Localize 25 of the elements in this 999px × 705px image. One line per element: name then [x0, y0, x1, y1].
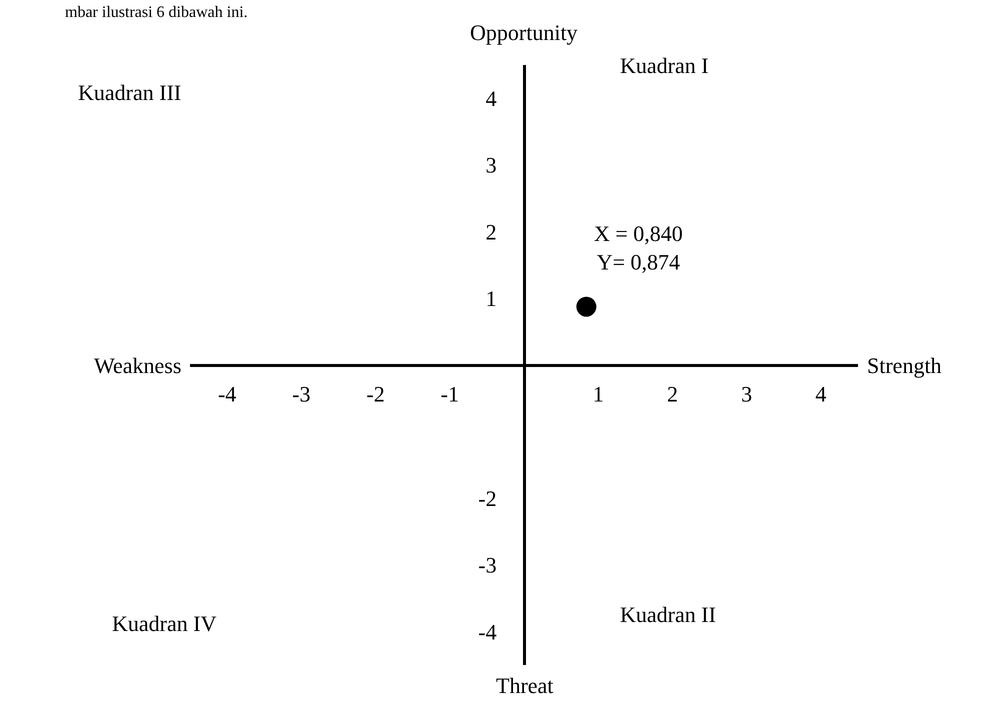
y-tick-label: -4 [478, 619, 497, 644]
annotation: Kuadran IV [112, 611, 217, 636]
y-tick-label: -3 [478, 552, 497, 578]
y-tick-label: 3 [486, 152, 497, 178]
x-tick-label: -4 [218, 381, 236, 406]
annotation: Kuadran II [620, 602, 716, 627]
text: Threat [496, 673, 554, 698]
text: Kuadran III [78, 80, 182, 105]
x-tick-label: 2 [666, 381, 678, 406]
annotation: X = 0,840 Y= 0,874 [594, 221, 683, 275]
y-tick-label: -2 [478, 486, 497, 512]
y-axis-title: Opportunity [470, 20, 578, 45]
x-axis-title: Strength [867, 353, 942, 378]
x-tick-label: -3 [292, 381, 310, 406]
text: Weakness [94, 353, 182, 378]
x-tick-label: -2 [366, 381, 385, 406]
y-tick-label: 2 [486, 219, 497, 244]
x-tick-label: 3 [741, 381, 752, 406]
y-tick-label: 4 [486, 86, 497, 112]
x-tick-label: 1 [592, 381, 604, 406]
x-tick-label: 4 [815, 381, 826, 406]
x-tick-label: -1 [440, 381, 459, 406]
annotation: Kuadran I [620, 53, 709, 78]
y-tick-label: 1 [486, 286, 497, 312]
text: mbar ilustrasi 6 dibawah ini. [65, 4, 248, 21]
